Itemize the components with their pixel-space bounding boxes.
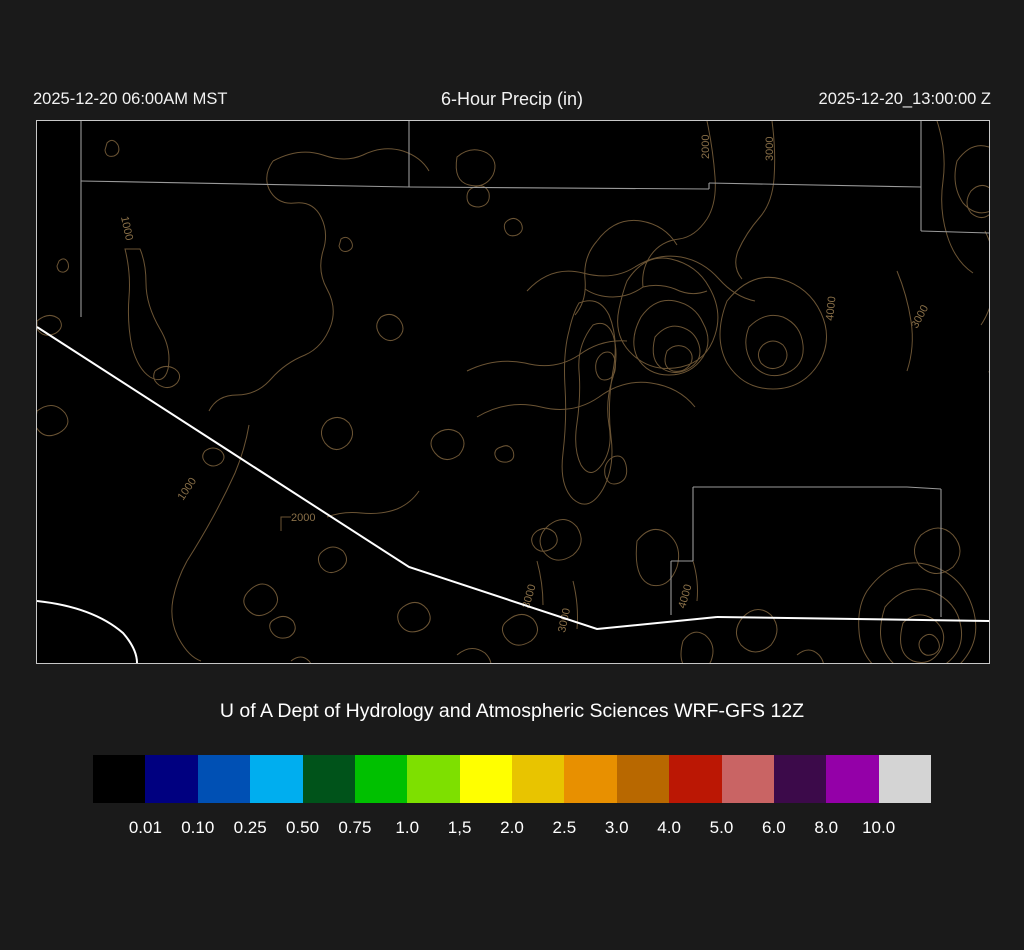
colorbar-tick-7: 2.0 [500, 818, 524, 837]
colorbar-swatch-14 [826, 755, 879, 803]
contour-label-4000-n: 4000 [824, 296, 838, 322]
map-panel[interactable]: 1000 1000 2000 [36, 120, 990, 664]
colorbar-tick-9: 3.0 [604, 818, 629, 837]
colorbar-tick-8: 2.5 [552, 818, 577, 837]
valid-time-utc: 2025-12-20_13:00:00 Z [818, 90, 991, 108]
map-canvas[interactable]: 1000 1000 2000 [37, 121, 989, 663]
colorbar-tick-6: 1,5 [447, 818, 472, 837]
colorbar-swatch-11 [669, 755, 722, 803]
colorbar-swatch-0 [93, 755, 146, 803]
county-borders [80, 121, 989, 617]
contour-label-1000-nw: 1000 [118, 215, 135, 241]
contour-label-3000-e: 3000 [909, 303, 931, 330]
colorbar-tick-14: 10.0 [862, 818, 896, 837]
colorbar-tick-10: 4.0 [657, 818, 681, 837]
colorbar-swatch-2 [197, 755, 251, 803]
colorbar-swatch-15 [878, 755, 931, 803]
colorbar-tick-11: 5.0 [709, 818, 734, 837]
colorbar-swatches [93, 755, 931, 803]
terrain-contours: 1000 1000 2000 [37, 121, 989, 663]
colorbar-tick-4: 0.75 [338, 818, 372, 837]
contour-label-4000-s: 4000 [676, 583, 694, 610]
contour-label-3000-s2: 3000 [556, 607, 573, 633]
contour-label-2000-w: 2000 [291, 512, 315, 524]
colorbar-swatch-5 [354, 755, 408, 803]
colorbar-tick-13: 8.0 [814, 818, 839, 837]
colorbar-swatch-8 [512, 755, 565, 803]
contour-label-1000-w: 1000 [176, 476, 200, 503]
colorbar-swatch-1 [145, 755, 198, 803]
colorbar: 0.01 0.10 0.25 0.50 0.75 1.0 1,5 2.0 2.5 3.0 4.0 5.… [93, 755, 931, 843]
colorbar-swatch-9 [564, 755, 617, 803]
colorbar-tick-1: 0.10 [181, 818, 215, 837]
contour-label-2000-ne: 2000 [700, 135, 712, 159]
colorbar-tick-0: 0.01 [128, 818, 162, 837]
colorbar-swatch-3 [250, 755, 303, 803]
colorbar-tick-12: 6.0 [762, 818, 786, 837]
colorbar-swatch-7 [459, 755, 512, 803]
valid-time-local: 2025-12-20 06:00AM MST [33, 90, 228, 108]
colorbar-swatch-12 [721, 755, 774, 803]
colorbar-swatch-10 [616, 755, 670, 803]
figure-header: 2025-12-20 06:00AM MST 6-Hour Precip (in… [0, 86, 1024, 112]
colorbar-swatch-6 [407, 755, 460, 803]
colorbar-tick-5: 1.0 [395, 818, 420, 837]
colorbar-tick-labels: 0.01 0.10 0.25 0.50 0.75 1.0 1,5 2.0 2.5 3.0 4.0 5.… [93, 813, 931, 843]
colorbar-swatch-4 [302, 755, 355, 803]
colorbar-swatch-13 [773, 755, 827, 803]
figure-caption: U of A Dept of Hydrology and Atmospheric… [219, 700, 805, 722]
state-borders [37, 326, 989, 663]
colorbar-tick-2: 0.25 [233, 818, 267, 837]
colorbar-tick-3: 0.50 [285, 818, 320, 837]
page-title: 6-Hour Precip (in) [440, 89, 584, 109]
contour-label-3000-ne: 3000 [764, 137, 776, 161]
